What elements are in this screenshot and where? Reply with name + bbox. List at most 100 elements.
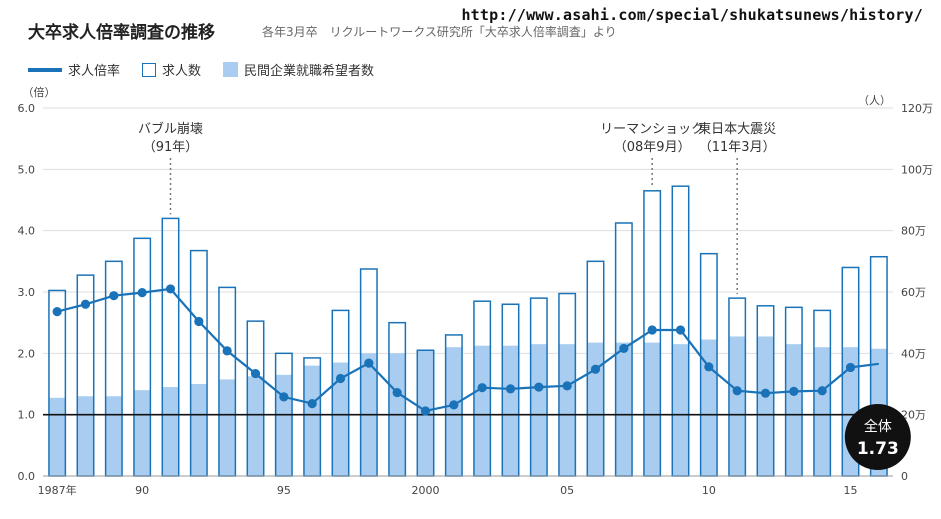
bar-applicants [813,347,831,476]
x-tick-label: 90 [135,484,149,497]
bar-applicants [530,344,548,476]
annotation-layer: バブル崩壊 （91年） リーマンショック （08年9月） 東日本大震災 （11年3月） [138,121,776,295]
x-tick-label: 10 [702,484,716,497]
source-url[interactable]: http://www.asahi.com/special/shukatsunew… [461,6,923,24]
annotation-title: 東日本大震災 [698,121,776,137]
ratio-point [562,381,572,391]
bar-applicants [672,344,689,476]
ratio-point [760,388,771,398]
bar-applicants [48,397,66,476]
bar-applicants [757,336,774,476]
y-left-tick-label: 5.0 [18,163,36,176]
legend-outline-swatch [142,62,157,77]
legend-label-openings: 求人数 [162,64,202,79]
axis-labels: 0.0 0 1.0 20万 2.0 40万 3.0 60万 4.0 80万 5.0 100万 6.0 12… [18,85,934,497]
ratio-point [817,386,827,396]
ratio-point [165,284,176,294]
bar-applicants [190,384,208,476]
bar-applicants [247,376,264,476]
y-left-tick-label: 0.0 [18,470,36,483]
bar-applicants [473,345,491,476]
ratio-point [789,386,799,396]
x-tick-label: 15 [844,484,858,497]
callout-label: 全体 [864,418,892,435]
bar-applicants [700,339,718,476]
ratio-point [222,346,232,356]
ratio-point [675,325,686,335]
bar-layer [48,185,888,477]
ratio-point [704,362,714,372]
bar-applicants [445,347,463,476]
ratio-point [194,316,204,327]
ratio-series-line [56,287,879,413]
callout-value: 1.73 [857,439,899,459]
y-left-unit: （倍） [23,85,56,99]
bar-applicants [728,336,746,476]
ratio-point [590,364,601,374]
legend-fill-swatch [223,62,239,77]
annotation-date: （08年9月） [614,140,691,155]
ratio-point [534,382,544,392]
y-right-tick-label: 60万 [901,286,926,299]
x-tick-label: 95 [277,484,291,497]
ratio-point [420,406,431,416]
ratio-point [449,400,459,410]
ratio-line-layer [52,284,879,416]
x-tick-label: 05 [560,484,574,497]
legend-line-swatch [28,67,62,72]
bar-applicants [502,345,519,476]
y-right-tick-label: 20万 [901,409,926,422]
ratio-point [109,291,119,301]
ratio-point [250,368,261,379]
bar-applicants [332,362,349,476]
bar-applicants [105,396,123,476]
y-right-tick-label: 40万 [901,347,926,360]
legend-label-applicants: 民間企業就職希望者数 [244,64,375,79]
bar-applicants [162,387,179,476]
legend-item-applicants: 民間企業就職希望者数 [223,60,374,79]
chart-legend: 求人倍率 求人数 民間企業就職希望者数 [28,60,396,79]
bar-applicants [558,344,576,476]
y-right-tick-label: 120万 [901,102,933,115]
ratio-point [80,299,91,309]
bar-applicants [785,344,803,476]
ratio-point [52,307,62,317]
page-title: 大卒求人倍率調査の推移 [28,23,215,43]
bar-applicants [275,374,293,476]
ratio-point [619,343,629,354]
y-left-tick-label: 3.0 [18,286,36,299]
y-right-tick-label: 0 [901,470,908,483]
ratio-point [505,384,516,394]
ratio-point [279,392,289,402]
ratio-point [307,399,317,409]
y-left-tick-label: 4.0 [18,225,36,238]
reference-line [43,413,893,477]
ratio-point [477,383,487,393]
legend-item-ratio: 求人倍率 [28,60,120,79]
ratio-point [732,386,742,396]
ratio-point [137,288,147,298]
legend-item-openings: 求人数 [142,60,201,79]
annotation-date: （11年3月） [699,140,776,155]
bar-applicants [587,342,604,476]
callout-circle [844,404,911,470]
y-left-tick-label: 6.0 [18,102,36,115]
y-left-tick-label: 2.0 [18,347,36,360]
y-left-tick-label: 1.0 [18,409,36,422]
legend-label-ratio: 求人倍率 [68,64,121,79]
annotation-title: バブル崩壊 [138,121,203,137]
bar-applicants [615,342,633,476]
bar-applicants [133,390,151,476]
annotation-date: （91年） [143,140,199,155]
ratio-point [647,325,657,335]
x-tick-label: 1987年 [38,483,77,497]
bar-applicants [643,342,661,476]
callout-layer: 全体 1.73 [844,404,911,470]
chart-subtitle: 各年3月卒 リクルートワークス研究所「大卒求人倍率調査」より [262,25,617,39]
annotation-title: リーマンショック [600,122,704,137]
y-right-tick-label: 100万 [901,163,933,176]
bar-applicants [77,396,94,476]
bar-applicants [303,365,321,476]
y-right-tick-label: 80万 [901,225,926,238]
